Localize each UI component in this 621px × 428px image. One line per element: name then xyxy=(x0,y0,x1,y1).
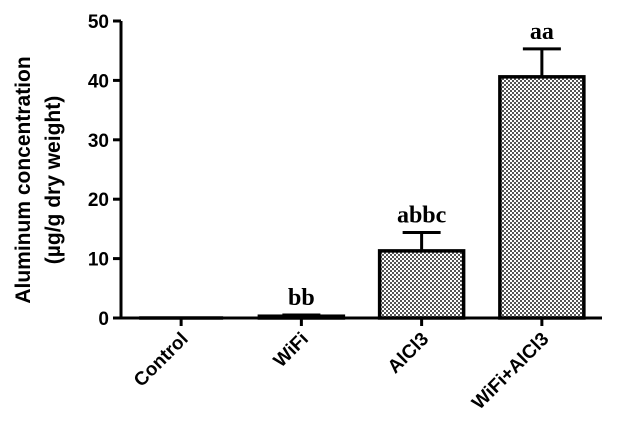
y-axis-label-line-1: Aluminum concentration xyxy=(12,56,35,303)
y-tick-label: 40 xyxy=(88,71,109,92)
error-bar xyxy=(282,313,321,317)
y-tick-label: 50 xyxy=(88,12,109,33)
error-bar xyxy=(402,230,441,251)
y-tick-label: 0 xyxy=(98,309,109,330)
error-bar xyxy=(522,47,561,77)
error-bars-group xyxy=(282,47,561,317)
x-tick-label: WiFi+AlCl3 xyxy=(468,329,553,414)
significance-labels-group: bb abbc aa xyxy=(288,19,554,311)
significance-label: abbc xyxy=(397,202,447,228)
x-axis-ticks: Control WiFi AlCl3 WiFi+AlCl3 xyxy=(130,318,553,414)
y-axis-label: Aluminum concentration (µg/g dry weight) xyxy=(12,56,65,303)
x-tick-label: WiFi xyxy=(270,329,313,372)
bars-group xyxy=(139,75,586,320)
bar xyxy=(377,249,466,320)
bar xyxy=(498,75,586,320)
y-axis-ticks: 0 10 20 30 40 50 xyxy=(88,12,121,330)
x-tick-label: AlCl3 xyxy=(384,329,433,378)
y-tick-label: 30 xyxy=(88,131,109,152)
y-tick-label: 10 xyxy=(88,250,109,271)
significance-label: bb xyxy=(288,285,315,311)
x-tick-label: Control xyxy=(130,329,193,392)
significance-label: aa xyxy=(530,19,554,45)
y-tick-label: 20 xyxy=(88,190,109,211)
y-axis-label-line-2: (µg/g dry weight) xyxy=(42,96,65,264)
